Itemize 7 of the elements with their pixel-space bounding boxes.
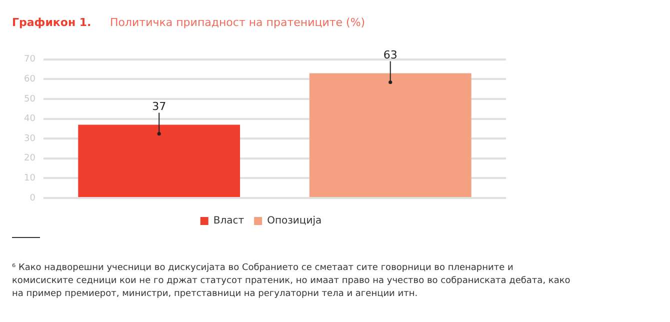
data-label: 63	[383, 48, 398, 62]
chart-title: Графикон 1.	[12, 16, 92, 29]
data-label: 37	[152, 100, 166, 114]
legend-label: Опозиција	[267, 216, 322, 227]
text: ⁶ Како надворешни учесници во дискусијата во Собранието се сметаат сите говорници во пленарните и комисиските седници кои не го држат статусот пратеник, но имаат право на учество во собраниската дебата, како на пример премиерот, министри, претставници на регулаторни тела и агенции итн.	[12, 262, 572, 301]
legend-label: Власт	[213, 216, 244, 227]
chart-subtitle: Политичка припадност на пратениците (%)	[110, 16, 366, 29]
